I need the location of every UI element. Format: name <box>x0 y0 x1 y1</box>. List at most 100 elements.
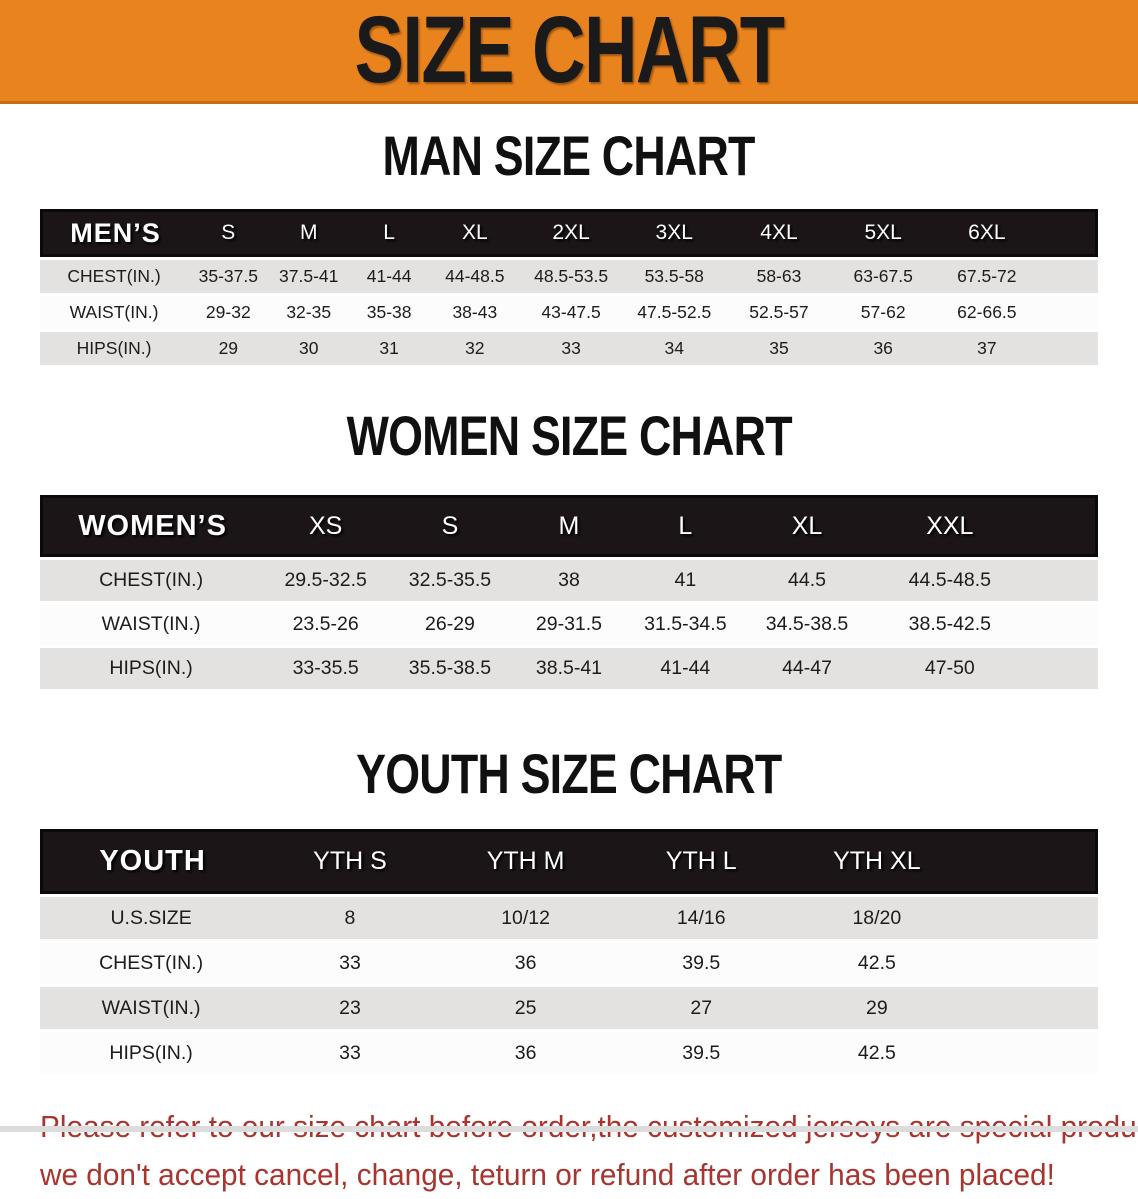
size-value-cell: 36 <box>437 1032 614 1074</box>
measure-row-label: CHEST(IN.) <box>40 260 189 293</box>
size-value-cell: 38.5-41 <box>510 648 628 689</box>
size-value-cell: 39.5 <box>613 1032 790 1074</box>
size-value-cell: 23.5-26 <box>262 604 390 645</box>
size-column-header: XXL <box>870 495 1030 557</box>
group-label: MEN’S <box>40 209 189 257</box>
size-column-header: YTH L <box>613 829 790 894</box>
size-column-header: S <box>188 209 269 257</box>
women-size-table-container: WOMEN’S XS S M L XL XXL CHEST(IN.) 29.5-32.5 32.5… <box>40 492 1098 692</box>
size-column-header: L <box>348 209 430 257</box>
size-value-cell: 35-38 <box>348 296 430 329</box>
row-filler <box>964 1032 1098 1074</box>
size-value-cell: 34.5-38.5 <box>743 604 871 645</box>
row-filler <box>964 942 1098 984</box>
measurement-row: CHEST(IN.) 33 36 39.5 42.5 <box>40 942 1098 984</box>
size-table-header-row: YOUTH YTH S YTH M YTH L YTH XL <box>40 829 1098 894</box>
header-filler <box>964 829 1098 894</box>
size-value-cell: 33 <box>262 942 438 984</box>
men-size-table-container: MEN’S S M L XL 2XL 3XL 4XL 5XL 6XL CHEST(IN.) 35-37… <box>40 206 1098 368</box>
youth-size-chart-title: YOUTH SIZE CHART <box>356 742 782 805</box>
size-column-header: M <box>268 209 349 257</box>
size-column-header: 5XL <box>831 209 936 257</box>
size-column-header: 3XL <box>621 209 727 257</box>
size-value-cell: 39.5 <box>613 942 790 984</box>
measure-row-label: CHEST(IN.) <box>40 560 263 601</box>
measurement-row: WAIST(IN.) 23.5-26 26-29 29-31.5 31.5-34.5 34… <box>40 604 1098 645</box>
size-column-header: 4XL <box>726 209 832 257</box>
size-value-cell: 63-67.5 <box>831 260 936 293</box>
size-column-header: YTH M <box>437 829 614 894</box>
size-value-cell: 53.5-58 <box>621 260 727 293</box>
size-chart-banner: SIZE CHART <box>0 0 1138 104</box>
size-value-cell: 26-29 <box>389 604 511 645</box>
size-value-cell: 33 <box>520 332 622 365</box>
size-value-cell: 38.5-42.5 <box>870 604 1030 645</box>
measure-row-label: WAIST(IN.) <box>40 296 189 329</box>
size-value-cell: 33 <box>262 1032 438 1074</box>
size-value-cell: 44-47 <box>743 648 871 689</box>
measurement-row: HIPS(IN.) 33 36 39.5 42.5 <box>40 1032 1098 1074</box>
size-value-cell: 62-66.5 <box>935 296 1039 329</box>
measure-row-label: WAIST(IN.) <box>40 604 263 645</box>
measurement-row: WAIST(IN.) 23 25 27 29 <box>40 987 1098 1029</box>
row-filler <box>1029 648 1098 689</box>
size-column-header: YTH XL <box>789 829 965 894</box>
header-filler <box>1038 209 1098 257</box>
bottom-strip <box>0 1126 1138 1132</box>
row-filler <box>1029 560 1098 601</box>
size-value-cell: 32-35 <box>268 296 349 329</box>
size-value-cell: 32.5-35.5 <box>389 560 511 601</box>
row-filler <box>1038 296 1098 329</box>
size-value-cell: 30 <box>268 332 349 365</box>
size-value-cell: 33-35.5 <box>262 648 390 689</box>
size-column-header: 6XL <box>935 209 1039 257</box>
size-value-cell: 38-43 <box>429 296 521 329</box>
size-value-cell: 41-44 <box>348 260 430 293</box>
row-filler <box>1038 332 1098 365</box>
size-value-cell: 52.5-57 <box>726 296 832 329</box>
measure-row-label: U.S.SIZE <box>40 897 263 939</box>
size-column-header: M <box>510 495 628 557</box>
size-value-cell: 38 <box>510 560 628 601</box>
size-value-cell: 43-47.5 <box>520 296 622 329</box>
row-filler <box>964 897 1098 939</box>
size-value-cell: 27 <box>613 987 790 1029</box>
size-value-cell: 36 <box>437 942 614 984</box>
men-size-table: MEN’S S M L XL 2XL 3XL 4XL 5XL 6XL CHEST(IN.) 35-37… <box>40 206 1098 368</box>
size-value-cell: 44.5-48.5 <box>870 560 1030 601</box>
size-column-header: YTH S <box>262 829 438 894</box>
women-size-chart-title: WOMEN SIZE CHART <box>346 404 792 467</box>
size-value-cell: 35 <box>726 332 832 365</box>
size-value-cell: 35.5-38.5 <box>389 648 511 689</box>
size-value-cell: 41 <box>627 560 744 601</box>
size-value-cell: 14/16 <box>613 897 790 939</box>
size-value-cell: 31 <box>348 332 430 365</box>
group-label: WOMEN’S <box>40 495 263 557</box>
size-value-cell: 57-62 <box>831 296 936 329</box>
measure-row-label: HIPS(IN.) <box>40 648 263 689</box>
size-value-cell: 25 <box>437 987 614 1029</box>
size-table-header-row: MEN’S S M L XL 2XL 3XL 4XL 5XL 6XL <box>40 209 1098 257</box>
header-filler <box>1029 495 1098 557</box>
size-column-header: 2XL <box>520 209 622 257</box>
size-column-header: XS <box>262 495 390 557</box>
women-size-table: WOMEN’S XS S M L XL XXL CHEST(IN.) 29.5-32.5 32.5… <box>40 492 1098 692</box>
measurement-row: WAIST(IN.) 29-32 32-35 35-38 38-43 43-47.5 47.… <box>40 296 1098 329</box>
measure-row-label: WAIST(IN.) <box>40 987 263 1029</box>
size-column-header: XL <box>429 209 521 257</box>
youth-size-table-container: YOUTH YTH S YTH M YTH L YTH XL U.S.SIZE 8 10/12… <box>40 826 1098 1077</box>
measurement-row: CHEST(IN.) 35-37.5 37.5-41 41-44 44-48.5 48.5… <box>40 260 1098 293</box>
row-filler <box>964 987 1098 1029</box>
size-value-cell: 47-50 <box>870 648 1030 689</box>
man-size-chart-title: MAN SIZE CHART <box>382 124 756 187</box>
size-value-cell: 34 <box>621 332 727 365</box>
size-value-cell: 10/12 <box>437 897 614 939</box>
size-value-cell: 29 <box>188 332 269 365</box>
size-value-cell: 23 <box>262 987 438 1029</box>
size-value-cell: 42.5 <box>789 942 965 984</box>
size-value-cell: 41-44 <box>627 648 744 689</box>
size-value-cell: 32 <box>429 332 521 365</box>
size-value-cell: 47.5-52.5 <box>621 296 727 329</box>
measure-row-label: CHEST(IN.) <box>40 942 263 984</box>
youth-size-table: YOUTH YTH S YTH M YTH L YTH XL U.S.SIZE 8 10/12… <box>40 826 1098 1077</box>
